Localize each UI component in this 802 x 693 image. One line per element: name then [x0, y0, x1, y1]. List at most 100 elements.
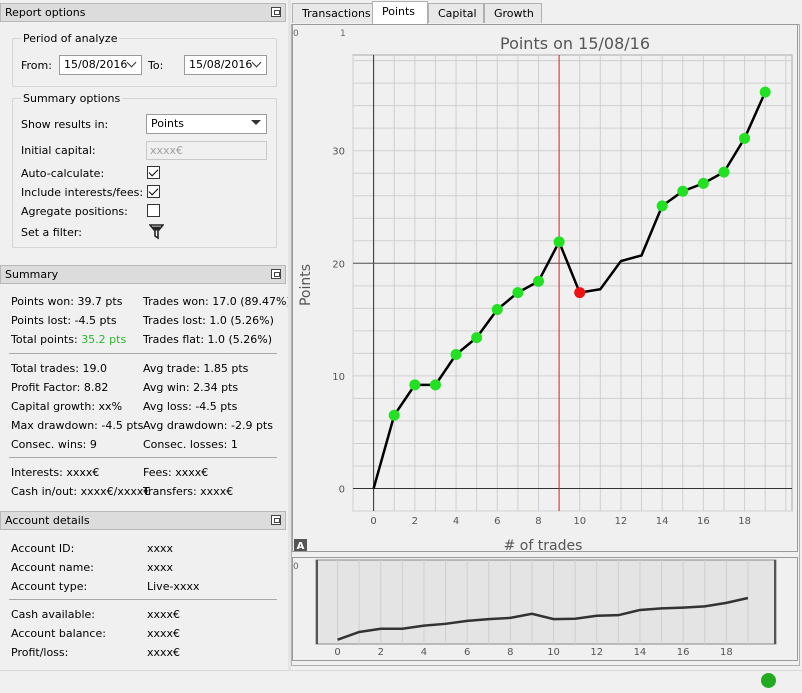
interests: Interests: xxxx€ — [11, 466, 100, 479]
y-tick-label: 30 — [332, 147, 345, 158]
y-tick-label: 10 — [332, 372, 345, 383]
avg-trade: Avg trade: 1.85 pts — [143, 362, 249, 375]
report-options-header: Report options — [0, 3, 286, 22]
tab-points[interactable]: Points — [372, 1, 428, 24]
tab-capital[interactable]: Capital — [428, 3, 484, 23]
account-name-label: Account name: — [11, 561, 94, 574]
profit-loss-label: Profit/loss: — [11, 646, 69, 659]
auto-calculate-label: Auto-calculate: — [21, 167, 105, 180]
consec-wins: Consec. wins: 9 — [11, 438, 97, 451]
from-date-value: 15/08/2016 — [64, 58, 128, 71]
points-chart[interactable]: 0 1 Points on 15/08/16 # of trades Point… — [293, 25, 799, 554]
tab-growth[interactable]: Growth — [484, 3, 542, 23]
include-fees-checkbox[interactable] — [147, 185, 160, 198]
chevron-down-icon — [126, 57, 137, 68]
x-tick-label: 12 — [615, 516, 628, 527]
account-details-header: Account details — [0, 511, 286, 530]
capital-growth: Capital growth: xx% — [11, 400, 123, 413]
win-point — [677, 185, 689, 197]
float-panel-icon[interactable] — [271, 269, 281, 279]
show-results-select[interactable]: Points — [146, 114, 267, 134]
summary-body: Points won: 39.7 pts Points lost: -4.5 p… — [0, 284, 291, 509]
win-point — [429, 379, 441, 391]
overview-x-tick-label: 8 — [507, 647, 513, 658]
x-tick-label: 10 — [573, 516, 586, 527]
y-tick-label: 20 — [332, 259, 345, 270]
to-date-picker[interactable]: 15/08/2016 — [184, 55, 267, 75]
win-point — [491, 303, 503, 315]
win-point — [512, 287, 524, 299]
aggregate-checkbox[interactable] — [147, 204, 160, 217]
overview-x-tick-label: 18 — [720, 647, 733, 658]
total-trades: Total trades: 19.0 — [11, 362, 107, 375]
x-axis-label: # of trades — [504, 538, 583, 553]
tab-transactions[interactable]: Transactions — [292, 3, 373, 23]
divider — [9, 457, 277, 458]
account-id-value: xxxx — [147, 542, 174, 555]
win-point — [388, 409, 400, 421]
overview-x-tick-label: 0 — [334, 647, 340, 658]
account-name-value: xxxx — [147, 561, 174, 574]
win-point — [718, 166, 730, 178]
account-id-label: Account ID: — [11, 542, 75, 555]
corner-label-1: 1 — [340, 29, 346, 39]
x-tick-label: 0 — [370, 516, 376, 527]
from-label: From: — [21, 59, 52, 72]
initial-capital-input[interactable]: xxxx€ — [146, 141, 267, 160]
points-lost: Points lost: -4.5 pts — [11, 314, 117, 327]
float-panel-icon[interactable] — [271, 515, 281, 525]
win-point — [532, 275, 544, 287]
set-filter-label: Set a filter: — [21, 226, 82, 239]
account-details-title: Account details — [5, 514, 90, 527]
avg-win: Avg win: 2.34 pts — [143, 381, 239, 394]
aggregate-label: Agregate positions: — [21, 205, 128, 218]
chart-title: Points on 15/08/16 — [500, 34, 650, 53]
account-body: Account ID: xxxx Account name: xxxx Acco… — [0, 530, 286, 670]
x-tick-label: 16 — [697, 516, 710, 527]
initial-capital-label: Initial capital: — [21, 144, 96, 157]
cash-in-out: Cash in/out: xxxx€/xxxx€ — [11, 485, 151, 498]
overview-x-tick-label: 12 — [590, 647, 603, 658]
plot-area — [352, 54, 793, 512]
max-drawdown: Max drawdown: -4.5 pts — [11, 419, 144, 432]
avg-loss: Avg loss: -4.5 pts — [143, 400, 238, 413]
win-point — [656, 200, 668, 212]
overview-x-tick-label: 2 — [378, 647, 384, 658]
auto-calculate-checkbox[interactable] — [147, 166, 160, 179]
connection-status-icon — [761, 673, 776, 688]
account-balance-label: Account balance: — [11, 627, 106, 640]
divider — [9, 599, 277, 600]
auto-scale-icon[interactable]: A — [294, 539, 307, 552]
filter-icon[interactable] — [149, 224, 164, 240]
from-date-picker[interactable]: 15/08/2016 — [59, 55, 142, 75]
x-tick-label: 6 — [494, 516, 500, 527]
overview-x-tick-label: 10 — [547, 647, 560, 658]
show-results-value: Points — [151, 117, 185, 130]
include-fees-label: Include interests/fees: — [21, 186, 144, 199]
profit-loss-value: xxxx€ — [147, 646, 181, 659]
summary-options-title: Summary options — [21, 92, 123, 105]
panel-splitter[interactable] — [288, 0, 291, 693]
overview-x-tick-label: 6 — [464, 647, 470, 658]
loss-point — [574, 287, 586, 299]
points-chart-frame: 0 1 Points on 15/08/16 # of trades Point… — [292, 24, 799, 554]
x-tick-label: 2 — [412, 516, 418, 527]
trades-won: Trades won: 17.0 (89.47%) — [143, 295, 291, 308]
transfers: Transfers: xxxx€ — [143, 485, 234, 498]
y-tick-label: 0 — [339, 484, 345, 495]
account-balance-value: xxxx€ — [147, 627, 181, 640]
x-tick-label: 18 — [738, 516, 751, 527]
x-tick-label: 4 — [453, 516, 459, 527]
win-point — [553, 236, 565, 248]
report-options-title: Report options — [5, 6, 86, 19]
show-results-label: Show results in: — [21, 118, 109, 131]
svg-text:A: A — [297, 541, 305, 552]
cash-available-label: Cash available: — [11, 608, 95, 621]
total-points: Total points: 35.2 pts — [11, 333, 126, 346]
float-panel-icon[interactable] — [271, 7, 281, 17]
period-group-title: Period of analyze — [21, 32, 120, 45]
total-points-label: Total points: — [11, 333, 82, 346]
profit-factor: Profit Factor: 8.82 — [11, 381, 109, 394]
